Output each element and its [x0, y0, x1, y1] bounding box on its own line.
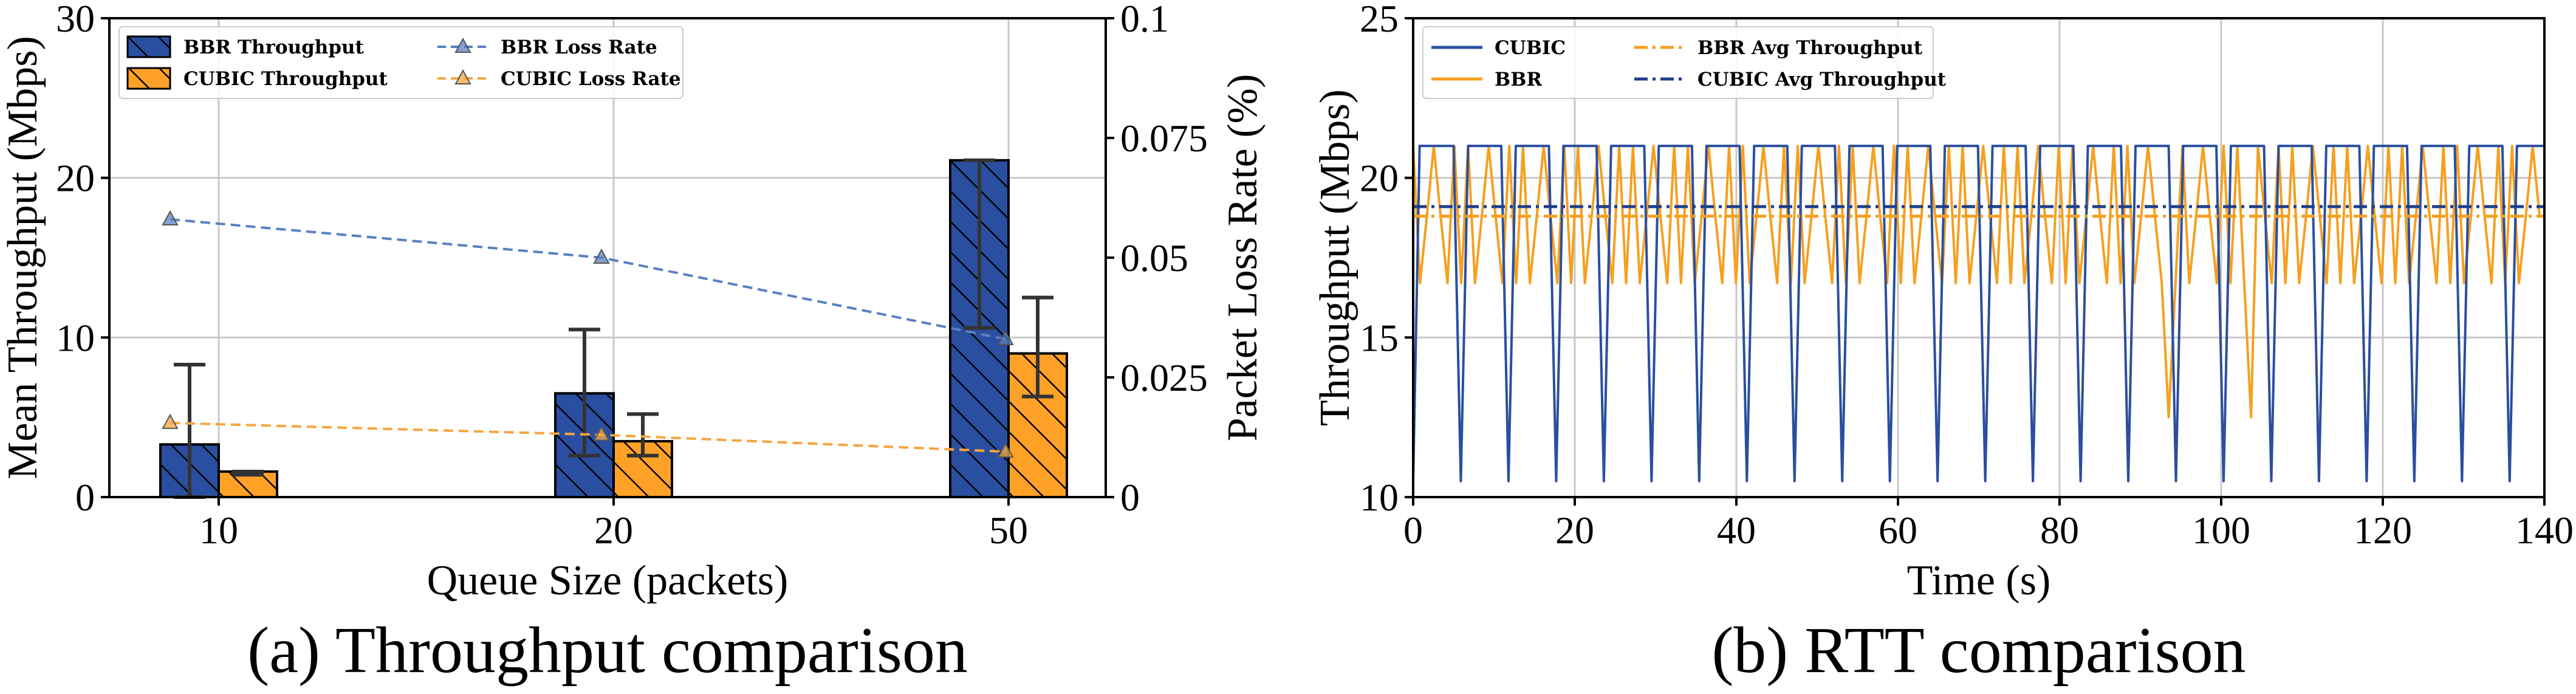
rtt-comparison-chart: 0 20 40 60 80 100 120 140 10 15 20 25 CUBIC BBR BBR A…	[1312, 0, 2574, 687]
panel-a-legend: BBR Throughput CUBIC Throughput BBR Loss R…	[118, 26, 683, 99]
loss-marker	[997, 329, 1014, 345]
ytick-label: 15	[1360, 316, 1399, 359]
panel-b-series	[1412, 145, 2544, 483]
y2tick-label: 0.05	[1120, 236, 1188, 280]
xtick-label: 100	[2192, 509, 2250, 552]
xtick-label: 120	[2354, 509, 2412, 552]
legend-marker	[454, 37, 471, 53]
y2tick-label: 0.025	[1120, 356, 1208, 399]
loss-marker	[162, 210, 179, 225]
ytick-label: 20	[56, 157, 95, 200]
xtick-label: 140	[2515, 509, 2574, 552]
legend-frame	[118, 26, 683, 99]
loss-marker	[997, 442, 1014, 458]
panel-a-ticks: 0 10 20 30 0 0.025 0.05 0.075 0.1 10 20 50	[56, 0, 1208, 552]
legend-marker	[454, 69, 471, 84]
y2tick-label: 0.1	[1120, 0, 1169, 40]
panel-a-loss-lines	[162, 210, 1014, 458]
y2tick-label: 0	[1120, 476, 1140, 519]
panel-a-ylabel: Mean Throughput (Mbps)	[0, 36, 46, 479]
xtick-label: 20	[594, 509, 633, 552]
xtick-label: 40	[1717, 509, 1756, 552]
legend-label: CUBIC	[1495, 37, 1566, 59]
loss-line-bbr	[170, 218, 1006, 340]
panel-b-frame	[1412, 17, 2546, 498]
series-bbr	[1412, 145, 2541, 478]
xtick-label: 20	[1555, 509, 1594, 552]
panel-b-ylabel: Throughput (Mbps)	[1312, 89, 1358, 426]
panel-a-caption: (a) Throughput comparison	[247, 614, 968, 687]
xtick-label: 10	[199, 509, 238, 552]
loss-marker	[593, 248, 610, 264]
legend-label: BBR	[1495, 69, 1542, 91]
legend-swatch-outline	[126, 67, 171, 90]
xtick-label: 80	[2040, 509, 2079, 552]
ytick-label: 25	[1360, 0, 1399, 40]
xtick-label: 60	[1879, 509, 1917, 552]
throughput-comparison-chart: 0 10 20 30 0 0.025 0.05 0.075 0.1 10 20 50 BBR Thro…	[0, 0, 1266, 687]
panel-a-y2label: Packet Loss Rate (%)	[1219, 74, 1266, 442]
ytick-label: 0	[75, 476, 95, 519]
ytick-label: 30	[56, 0, 95, 40]
bar-outline	[612, 440, 673, 498]
panel-b-legend: CUBIC BBR BBR Avg Throughput CUBIC Avg Thro…	[1422, 26, 1947, 99]
panel-b-xlabel: Time (s)	[1907, 557, 2051, 604]
legend-label: CUBIC Loss Rate	[501, 68, 681, 90]
legend-label: BBR Avg Throughput	[1697, 37, 1923, 59]
loss-marker	[162, 413, 179, 429]
legend-label: BBR Throughput	[183, 36, 365, 58]
xtick-label: 0	[1403, 509, 1423, 552]
y2tick-label: 0.075	[1120, 117, 1208, 160]
legend-label: CUBIC Avg Throughput	[1697, 69, 1947, 91]
panel-b-ticks: 0 20 40 60 80 100 120 140 10 15 20 25	[1360, 0, 2574, 552]
legend-frame	[1422, 26, 1934, 99]
panel-b-caption: (b) RTT comparison	[1711, 614, 2245, 687]
loss-marker	[593, 425, 610, 441]
xtick-label: 50	[989, 509, 1028, 552]
legend-label: BBR Loss Rate	[501, 36, 657, 58]
legend-label: CUBIC Throughput	[183, 68, 388, 90]
ytick-label: 10	[1360, 476, 1399, 519]
series-cubic	[1412, 145, 2544, 483]
legend-swatch-outline	[126, 35, 171, 58]
ytick-label: 20	[1360, 157, 1399, 200]
ytick-label: 10	[56, 316, 95, 359]
panel-a-xlabel: Queue Size (packets)	[427, 557, 789, 604]
